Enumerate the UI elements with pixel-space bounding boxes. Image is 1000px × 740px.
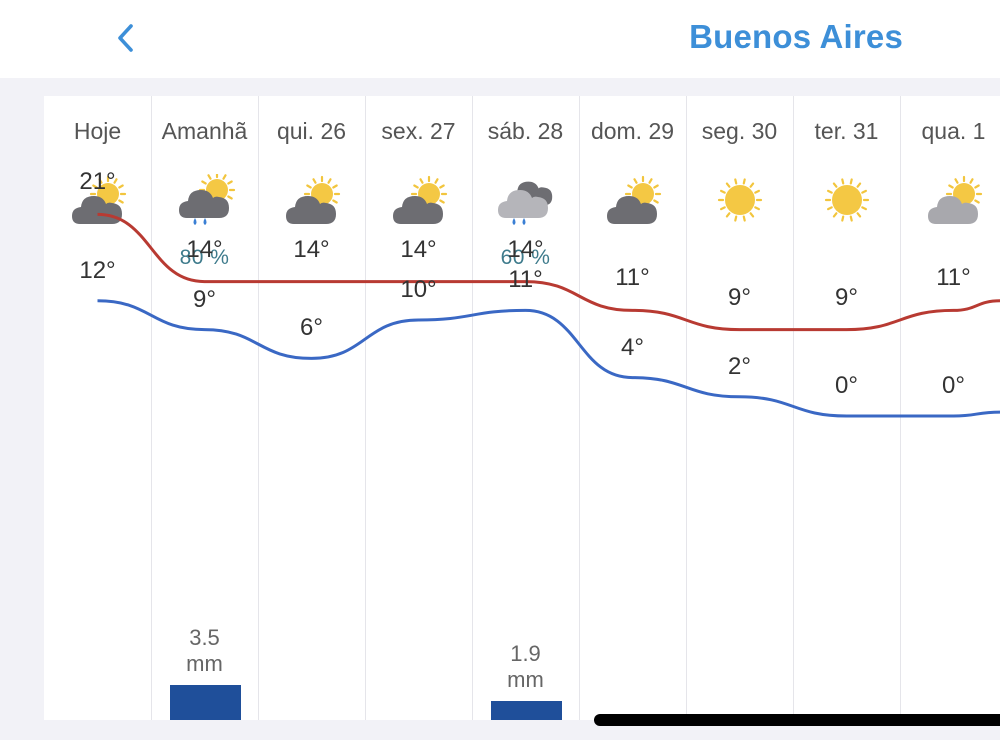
partly-cloudy-icon bbox=[387, 174, 451, 230]
day-label: qui. 26 bbox=[276, 118, 347, 144]
column-divider bbox=[365, 96, 366, 720]
day-column[interactable]: seg. 30 bbox=[686, 96, 793, 720]
high-temperature-label: 14° bbox=[400, 235, 437, 263]
city-title: Buenos Aires bbox=[689, 18, 903, 55]
high-temperature-label: 11° bbox=[615, 264, 650, 292]
day-column[interactable]: Amanhã 80 % 3.5 mm bbox=[151, 96, 258, 720]
day-label: qua. 1 bbox=[921, 118, 986, 144]
low-temperature-label: 2° bbox=[728, 352, 751, 380]
day-column[interactable]: qui. 26 bbox=[258, 96, 365, 720]
high-temperature-label: 14° bbox=[507, 235, 544, 263]
rain-amount-unit: mm bbox=[186, 651, 223, 676]
high-temperature-label: 21° bbox=[79, 168, 116, 196]
column-divider bbox=[579, 96, 580, 720]
high-temperature-line bbox=[97, 212, 1000, 332]
column-divider bbox=[900, 96, 901, 720]
sun-icon bbox=[708, 174, 772, 230]
sun-icon bbox=[815, 174, 879, 230]
day-label: Amanhã bbox=[161, 118, 248, 144]
low-temperature-label: 4° bbox=[621, 333, 644, 361]
forecast-panel[interactable]: Hoje Amanhã 80 % 3.5 mm qui. 26 sex. 27 sáb. 28… bbox=[44, 96, 1000, 720]
day-label: dom. 29 bbox=[590, 118, 675, 144]
home-indicator bbox=[594, 714, 1000, 726]
partly-cloudy-icon bbox=[601, 174, 665, 230]
low-temperature-label: 0° bbox=[835, 372, 858, 399]
low-temperature-label: 0° bbox=[942, 372, 965, 399]
day-label: sáb. 28 bbox=[487, 118, 564, 144]
rain-amount-unit: mm bbox=[507, 667, 544, 692]
low-temperature-label: 11° bbox=[508, 266, 543, 294]
partly-cloudy-icon bbox=[280, 174, 344, 230]
low-temperature-label: 9° bbox=[193, 285, 216, 313]
low-temperature-label: 6° bbox=[300, 314, 323, 342]
high-temperature-label: 14° bbox=[293, 235, 330, 263]
low-temperature-label: 10° bbox=[400, 276, 437, 303]
rain-amount-value: 1.9 bbox=[510, 641, 541, 666]
rain-bar bbox=[491, 701, 562, 720]
high-temperature-label: 9° bbox=[835, 283, 858, 311]
chevron-left-icon bbox=[116, 23, 136, 58]
high-temperature-label: 9° bbox=[728, 283, 751, 311]
day-column[interactable]: ter. 31 bbox=[793, 96, 900, 720]
high-temperature-label: 14° bbox=[186, 235, 223, 263]
high-temperature-label: 11° bbox=[936, 264, 971, 292]
low-temperature-line bbox=[97, 299, 1000, 418]
day-column[interactable]: dom. 29 bbox=[579, 96, 686, 720]
low-temperature-label: 12° bbox=[79, 256, 116, 284]
day-label: sex. 27 bbox=[381, 118, 456, 144]
column-divider bbox=[258, 96, 259, 720]
day-column[interactable]: qua. 1 bbox=[900, 96, 1000, 720]
day-label: Hoje bbox=[73, 118, 122, 144]
precipitation-chance: 60 % bbox=[500, 246, 551, 269]
day-column[interactable]: Hoje bbox=[44, 96, 151, 720]
day-column[interactable]: sex. 27 bbox=[365, 96, 472, 720]
navigation-bar: Buenos Aires bbox=[0, 0, 1000, 78]
cloudy-rain-icon bbox=[494, 174, 558, 230]
day-column[interactable]: sáb. 28 60 % 1.9 mm bbox=[472, 96, 579, 720]
temperature-chart bbox=[97, 212, 1000, 418]
partly-cloudy-light-icon bbox=[922, 174, 986, 230]
rain-amount: 3.5 mm bbox=[151, 625, 258, 677]
day-label: ter. 31 bbox=[814, 118, 879, 144]
rain-bar bbox=[170, 685, 241, 720]
back-button[interactable] bbox=[108, 20, 144, 60]
day-label: seg. 30 bbox=[701, 118, 778, 144]
column-divider bbox=[686, 96, 687, 720]
rain-amount-value: 3.5 bbox=[189, 625, 220, 650]
precipitation-chance: 80 % bbox=[179, 246, 230, 269]
column-divider bbox=[472, 96, 473, 720]
rain-amount: 1.9 mm bbox=[472, 641, 579, 693]
column-divider bbox=[151, 96, 152, 720]
cloud-sun-rain-icon bbox=[173, 174, 237, 230]
